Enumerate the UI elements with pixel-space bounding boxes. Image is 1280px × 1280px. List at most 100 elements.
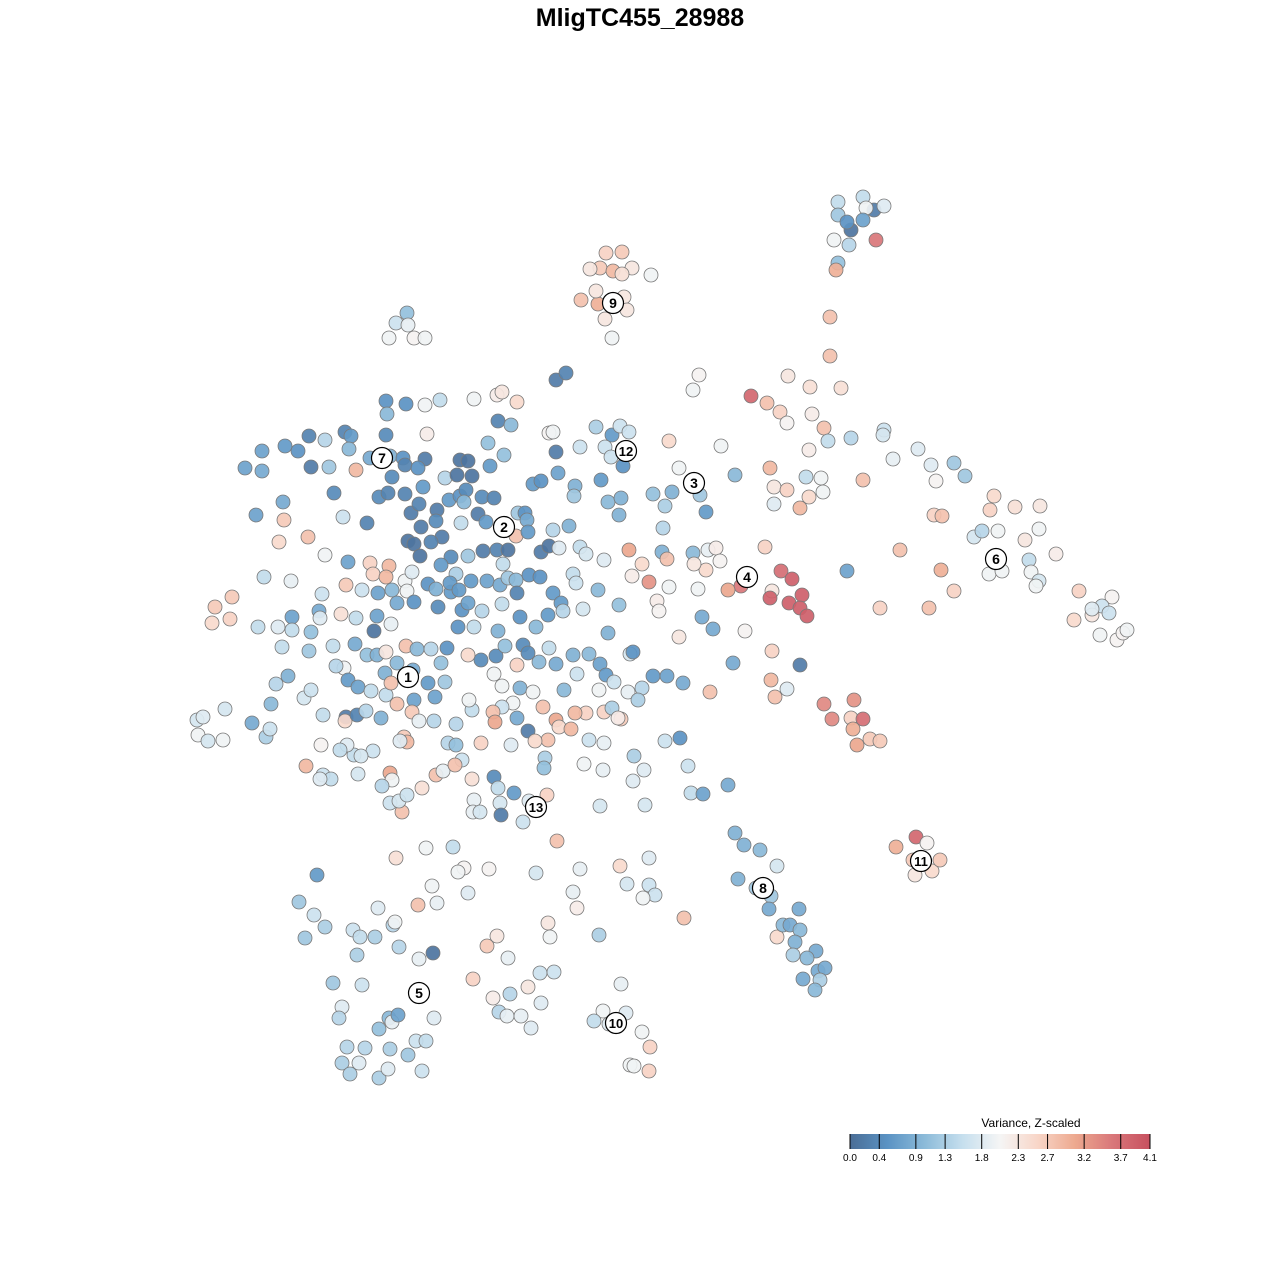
data-point bbox=[490, 623, 506, 639]
data-point bbox=[1048, 546, 1064, 562]
data-point bbox=[921, 600, 937, 616]
data-point bbox=[392, 733, 408, 749]
data-point bbox=[932, 852, 948, 868]
cluster-label-5: 5 bbox=[407, 981, 431, 1005]
data-point bbox=[317, 547, 333, 563]
data-point bbox=[698, 562, 714, 578]
data-point bbox=[672, 730, 688, 746]
data-point bbox=[523, 1020, 539, 1036]
data-point bbox=[277, 438, 293, 454]
data-point bbox=[365, 566, 381, 582]
data-point bbox=[414, 780, 430, 796]
data-point bbox=[387, 914, 403, 930]
data-point bbox=[490, 413, 506, 429]
cluster-label-2: 2 bbox=[492, 515, 516, 539]
data-point bbox=[409, 641, 425, 657]
cluster-label-marker bbox=[407, 981, 431, 1005]
data-point bbox=[500, 542, 516, 558]
data-point bbox=[358, 703, 374, 719]
data-point bbox=[743, 388, 759, 404]
data-point bbox=[822, 348, 838, 364]
data-point bbox=[876, 198, 892, 214]
data-point bbox=[309, 867, 325, 883]
data-point bbox=[680, 758, 696, 774]
data-point bbox=[661, 579, 677, 595]
data-point bbox=[990, 523, 1006, 539]
data-point bbox=[313, 737, 329, 753]
data-point bbox=[317, 919, 333, 935]
data-point bbox=[532, 569, 548, 585]
data-point bbox=[713, 438, 729, 454]
data-point bbox=[399, 583, 415, 599]
data-point bbox=[495, 556, 511, 572]
data-point bbox=[374, 778, 390, 794]
data-point bbox=[427, 689, 443, 705]
data-point bbox=[399, 787, 415, 803]
data-point bbox=[341, 441, 357, 457]
data-point bbox=[794, 587, 810, 603]
data-point bbox=[620, 684, 636, 700]
data-point bbox=[420, 675, 436, 691]
cluster-label-text: 6 bbox=[992, 551, 1000, 567]
data-point bbox=[380, 1061, 396, 1077]
data-point bbox=[263, 696, 279, 712]
data-point bbox=[383, 616, 399, 632]
data-point bbox=[576, 756, 592, 772]
data-point bbox=[515, 814, 531, 830]
data-point bbox=[565, 884, 581, 900]
cluster-label-text: 8 bbox=[759, 880, 767, 896]
data-point bbox=[611, 507, 627, 523]
data-point bbox=[849, 737, 865, 753]
data-point bbox=[676, 910, 692, 926]
data-point bbox=[371, 1070, 387, 1086]
data-point bbox=[636, 762, 652, 778]
cluster-label-marker bbox=[370, 446, 394, 470]
data-point bbox=[694, 609, 710, 625]
data-point bbox=[406, 594, 422, 610]
data-point bbox=[429, 895, 445, 911]
data-point bbox=[473, 652, 489, 668]
data-point bbox=[415, 479, 431, 495]
data-point bbox=[824, 711, 840, 727]
data-point bbox=[572, 439, 588, 455]
data-point bbox=[480, 435, 496, 451]
cluster-label-marker bbox=[492, 515, 516, 539]
data-point bbox=[1066, 612, 1082, 628]
data-point bbox=[657, 498, 673, 514]
data-point bbox=[291, 894, 307, 910]
data-point bbox=[335, 509, 351, 525]
data-point bbox=[625, 644, 641, 660]
data-point bbox=[352, 929, 368, 945]
cluster-label-text: 1 bbox=[404, 669, 412, 685]
data-point bbox=[593, 472, 609, 488]
data-point bbox=[1007, 499, 1023, 515]
data-point bbox=[333, 606, 349, 622]
data-point bbox=[354, 977, 370, 993]
data-point bbox=[390, 1007, 406, 1023]
data-point bbox=[445, 839, 461, 855]
data-point bbox=[664, 484, 680, 500]
data-point bbox=[207, 599, 223, 615]
data-point bbox=[763, 672, 779, 688]
data-point bbox=[828, 262, 844, 278]
data-point bbox=[730, 871, 746, 887]
data-point bbox=[339, 1039, 355, 1055]
data-point bbox=[720, 582, 736, 598]
data-point bbox=[815, 484, 831, 500]
data-point bbox=[283, 573, 299, 589]
data-point bbox=[378, 427, 394, 443]
data-point bbox=[338, 577, 354, 593]
data-point bbox=[424, 878, 440, 894]
data-point bbox=[614, 266, 630, 282]
data-point bbox=[563, 721, 579, 737]
data-point bbox=[373, 710, 389, 726]
data-point bbox=[290, 443, 306, 459]
points-layer bbox=[189, 189, 1135, 1086]
data-point bbox=[426, 713, 442, 729]
data-point bbox=[354, 582, 370, 598]
data-point bbox=[432, 392, 448, 408]
data-point bbox=[621, 424, 637, 440]
data-point bbox=[448, 737, 464, 753]
data-point bbox=[475, 543, 491, 559]
data-point bbox=[411, 496, 427, 512]
